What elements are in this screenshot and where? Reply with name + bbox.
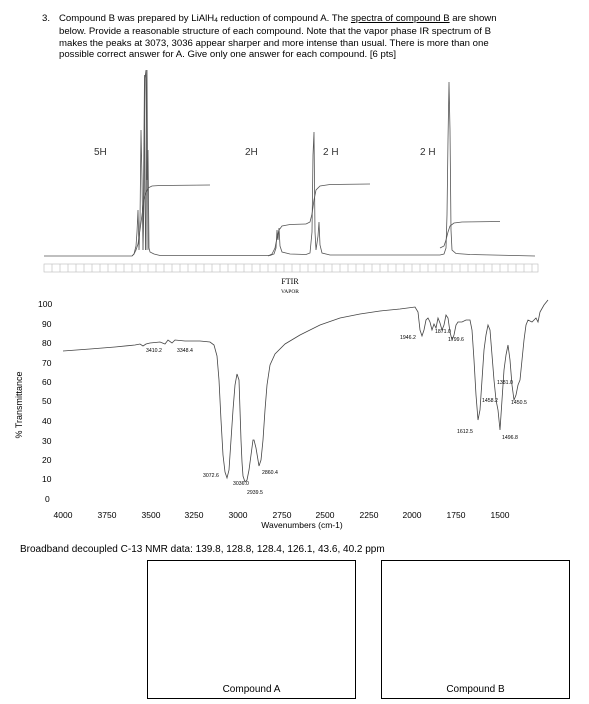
ir-ytick: 80 (42, 338, 52, 348)
question-line-2: below. Provide a reasonable structure of… (59, 26, 491, 38)
question-number: 3. (42, 13, 51, 24)
ir-ytick: 10 (42, 474, 52, 484)
nmr-spectrum: 5H 2H 2 H 2 H (43, 69, 539, 273)
ir-ytick: 0 (45, 494, 50, 504)
nmr-axis-strip (43, 263, 539, 273)
ir-xtick: 2500 (316, 510, 335, 520)
ir-peak-label: 3410.2 (146, 348, 162, 354)
nmr-integration-2h-c: 2 H (420, 147, 436, 158)
ir-xtick: 3250 (185, 510, 204, 520)
ir-peak-label: 1450.5 (511, 400, 527, 406)
ir-ytick: 50 (42, 396, 52, 406)
compound-b-label: Compound B (446, 684, 505, 695)
ir-peak-label: 1612.5 (457, 429, 473, 435)
ir-ytick: 70 (42, 358, 52, 368)
ir-ytick: 30 (42, 436, 52, 446)
nmr-integration-2h-b: 2 H (323, 147, 339, 158)
spectra-link: spectra of compound B (350, 13, 450, 24)
ir-spectrum: FTIR VAPOR % Transmittance 100 90 80 70 … (14, 277, 549, 530)
question-line-3: makes the peaks at 3073, 3036 appear sha… (59, 37, 489, 49)
ir-xtick: 1750 (447, 510, 466, 520)
ir-subtitle: VAPOR (281, 289, 299, 295)
compound-b-answer-box[interactable]: Compound B (381, 560, 570, 699)
nmr-integral-2h-a (267, 223, 307, 257)
question-body: Compound B was prepared by LiAlH4 reduct… (59, 13, 559, 61)
ir-peak-label: 2860.4 (262, 470, 278, 476)
question-line-4: possible correct answer for A. Give only… (59, 49, 397, 61)
ir-xtick: 3500 (142, 510, 161, 520)
ir-peak-label: 1458.2 (482, 398, 498, 404)
ir-peak-label: 1871.0 (435, 329, 451, 335)
ir-peak-label: 3036.0 (233, 481, 249, 487)
ir-xtick: 3750 (98, 510, 117, 520)
nmr-baseline (44, 69, 536, 257)
nmr-integration-5h: 5H (94, 147, 107, 158)
ir-title: FTIR (281, 277, 299, 286)
nmr-axis-ticks (51, 264, 533, 272)
ir-ytick: 40 (42, 416, 52, 426)
ir-peak-label: 1381.0 (497, 380, 513, 386)
compound-a-answer-box[interactable]: Compound A (147, 560, 356, 699)
ir-trace (62, 299, 549, 483)
ir-ytick: 100 (38, 299, 52, 309)
ir-peak-label: 3072.6 (203, 473, 219, 479)
ir-peak-label: 3348.4 (177, 348, 193, 354)
nmr-integral-2h-b (305, 183, 371, 225)
c13-nmr-data: Broadband decoupled C-13 NMR data: 139.8… (20, 544, 385, 555)
ir-ytick: 60 (42, 377, 52, 387)
ir-xtick: 3000 (229, 510, 248, 520)
ir-ytick: 20 (42, 455, 52, 465)
ir-xlabel: Wavenumbers (cm-1) (261, 520, 343, 530)
ir-xtick: 2250 (360, 510, 379, 520)
ir-peak-label: 1496.8 (502, 435, 518, 441)
ir-peak-label: 2939.5 (247, 490, 263, 496)
ir-xtick: 4000 (54, 510, 73, 520)
ir-xtick: 2000 (403, 510, 422, 520)
ir-peak-label: 1946.2 (400, 335, 416, 341)
compound-a-label: Compound A (222, 684, 281, 695)
ir-peak-label: 1799.6 (448, 337, 464, 343)
ir-ytick: 90 (42, 319, 52, 329)
question-line-1: Compound B was prepared by LiAlH4 reduct… (59, 13, 497, 24)
ir-ylabel: % Transmittance (14, 371, 24, 438)
nmr-integral-2h-c (439, 221, 501, 249)
nmr-aromatic-peak (142, 69, 149, 251)
ir-xtick: 2750 (273, 510, 292, 520)
ir-xtick: 1500 (491, 510, 510, 520)
nmr-integral-5h (131, 184, 211, 257)
nmr-integration-2h-a: 2H (245, 147, 258, 158)
